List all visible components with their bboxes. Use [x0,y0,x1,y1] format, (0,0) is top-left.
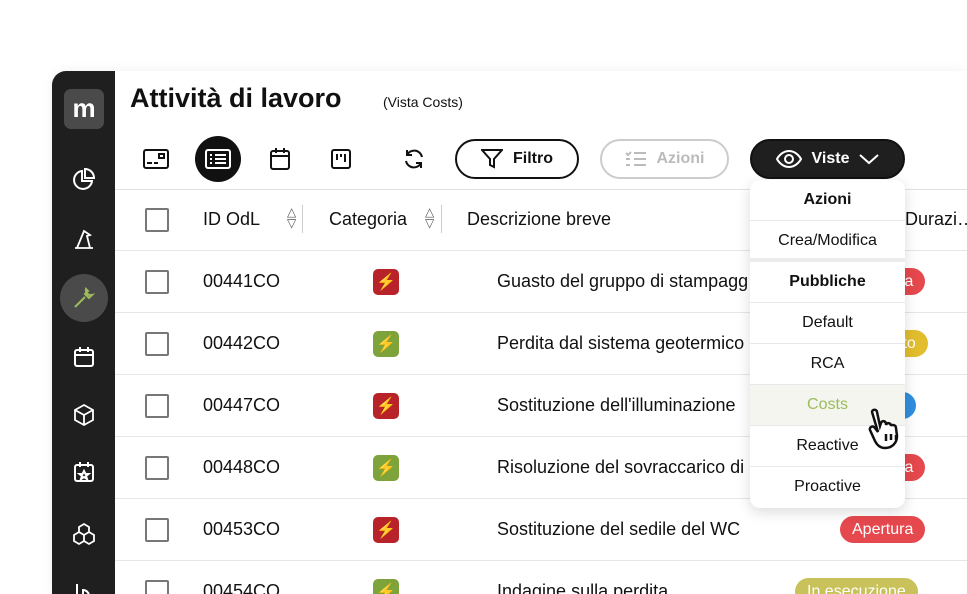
row-id: 00447CO [203,395,281,415]
row-description: Perdita dal sistema geotermico [497,333,745,353]
refresh-button[interactable] [391,136,437,182]
row-checkbox[interactable] [145,270,169,294]
menu-item-proactive[interactable]: Proactive [794,478,861,495]
row-id: 00442CO [203,333,281,353]
row-description: Risoluzione del sovraccarico di [497,457,745,477]
filter-icon [481,149,503,169]
row-id: 00454CO [203,581,281,594]
logo: m [64,89,104,129]
table-header: ID OdL △ ▽ Categoria △ ▽ Descrizione breve… [115,189,967,251]
kanban-view-button[interactable] [318,136,364,182]
divider [115,189,967,190]
status-badge: Apertura [840,516,926,543]
lightning-icon: ⚡ [373,393,399,419]
wrench-icon[interactable] [60,274,108,322]
chart-icon[interactable] [64,571,104,594]
actions-label: Azioni [656,150,705,167]
filter-label: Filtro [513,150,553,167]
menu-item-create-edit[interactable]: Crea/Modifica [750,221,905,262]
lightning-icon: ⚡ [373,579,399,594]
column-header-id[interactable]: ID OdL [203,209,261,229]
hand-pointer-cursor-icon [868,408,899,450]
lightning-icon: ⚡ [373,517,399,543]
row-checkbox[interactable] [145,518,169,542]
boxes-icon[interactable] [64,514,104,554]
list-view-button[interactable] [195,136,241,182]
list-check-icon [624,151,646,166]
cube-icon[interactable] [64,395,104,435]
sort-icon[interactable]: △ ▽ [425,205,435,230]
page-subtitle: (Vista Costs) [383,94,463,110]
sort-icon[interactable]: △ ▽ [287,205,297,230]
menu-item-reactive[interactable]: Reactive [750,426,905,467]
sidebar: m [52,71,115,594]
menu-section-public: Pubbliche [750,262,905,303]
views-dropdown-menu: Azioni Crea/Modifica Pubbliche Default R… [750,180,905,508]
chevron-down-icon [859,154,880,165]
lightning-icon: ⚡ [373,331,399,357]
column-divider[interactable] [441,205,442,233]
row-description: Sostituzione dell'illuminazione [497,395,736,415]
column-header-duration[interactable]: Durazi… [905,209,967,229]
row-checkbox[interactable] [145,580,169,594]
views-label: Viste [811,150,850,167]
menu-item-default[interactable]: Default [750,303,905,344]
calendar-view-button[interactable] [257,136,303,182]
column-header-description[interactable]: Descrizione breve [467,209,612,229]
table-row[interactable]: 00454CO ⚡ Indagine sulla perdita In esec… [115,561,967,594]
column-divider[interactable] [302,205,303,233]
row-id: 00453CO [203,519,281,539]
table-row[interactable]: 00453CO ⚡ Sostituzione del sedile del WC… [115,499,967,561]
filter-button[interactable]: Filtro [455,139,579,179]
status-badge: In esecuzione [795,578,918,594]
menu-item-rca[interactable]: RCA [750,344,905,385]
column-header-category[interactable]: Categoria [329,209,408,229]
card-view-button[interactable] [133,136,179,182]
views-button[interactable]: Viste [750,139,905,179]
row-id: 00441CO [203,271,281,291]
row-checkbox[interactable] [145,394,169,418]
page-title: Attività di lavoro [130,83,342,113]
row-checkbox[interactable] [145,332,169,356]
menu-section-actions: Azioni [750,180,905,221]
actions-button[interactable]: Azioni [600,139,729,179]
row-description: Indagine sulla perdita [497,581,669,594]
wizard-icon[interactable] [64,219,104,259]
lightning-icon: ⚡ [373,455,399,481]
calendar-star-icon[interactable] [64,452,104,492]
row-description: Guasto del gruppo di stampaggio [497,271,749,291]
row-checkbox[interactable] [145,456,169,480]
select-all-checkbox[interactable] [145,208,169,232]
row-id: 00448CO [203,457,281,477]
eye-icon [775,150,802,168]
dashboard-icon[interactable] [64,159,104,199]
row-description: Sostituzione del sedile del WC [497,519,741,539]
calendar-icon[interactable] [64,337,104,377]
lightning-icon: ⚡ [373,269,399,295]
